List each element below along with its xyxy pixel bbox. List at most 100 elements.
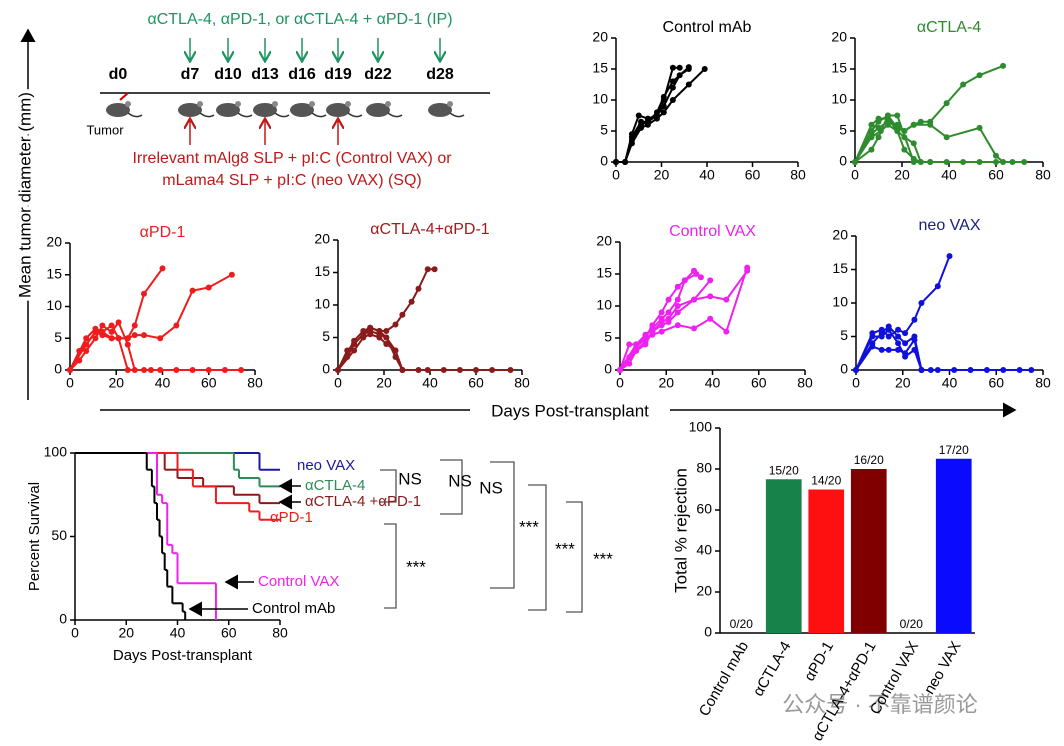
- data-point: [665, 319, 672, 325]
- legend-label: αCTLA-4: [305, 477, 365, 494]
- data-point: [159, 265, 166, 272]
- data-point: [205, 367, 212, 373]
- y-tick-label: 5: [54, 329, 62, 345]
- x-tick-label: 40: [422, 375, 438, 391]
- data-point: [99, 328, 106, 335]
- mouse-icon: [178, 103, 202, 117]
- data-point: [902, 330, 909, 337]
- data-point: [383, 328, 390, 334]
- x-tick-label: 20: [118, 625, 134, 641]
- value-label: 16/20: [854, 453, 884, 467]
- data-point: [108, 322, 115, 329]
- data-point: [1009, 159, 1016, 165]
- x-tick-label: 20: [654, 167, 670, 183]
- data-point: [399, 311, 406, 318]
- data-point: [723, 328, 730, 335]
- data-point: [934, 367, 941, 373]
- data-point: [685, 81, 692, 88]
- data-point: [638, 124, 645, 131]
- data-point: [399, 367, 406, 373]
- x-tick-label: 80: [1035, 375, 1051, 391]
- x-axis-label: Days Post-transplant: [113, 647, 253, 664]
- bar: [850, 469, 887, 633]
- mouse-icon: [366, 103, 390, 117]
- data-point: [917, 118, 924, 125]
- data-point: [415, 285, 422, 292]
- data-point: [658, 322, 665, 329]
- data-point: [674, 322, 681, 329]
- y-tick-label: 100: [44, 444, 68, 460]
- data-point: [92, 325, 99, 332]
- data-point: [92, 335, 99, 342]
- x-tick-label: 60: [988, 167, 1004, 183]
- day-label: d10: [214, 66, 242, 83]
- x-tick-label: 20: [895, 375, 911, 391]
- y-tick-label: 20: [46, 234, 62, 250]
- y-tick-label: 15: [596, 265, 612, 281]
- data-point: [877, 128, 884, 134]
- data-point: [67, 367, 73, 373]
- y-tick-label: 10: [596, 297, 612, 313]
- y-tick-label: 5: [604, 329, 612, 345]
- panel-title: Control mAb: [663, 19, 752, 36]
- data-point: [669, 84, 676, 91]
- legend-label: αCTLA-4 +αPD-1: [305, 493, 421, 510]
- data-point: [911, 316, 918, 323]
- tumor-growth-line: [855, 255, 951, 371]
- vaccine-label: mLama4 SLP + pI:C (neo VAX) (SQ): [162, 172, 422, 189]
- data-point: [895, 346, 902, 353]
- data-point: [674, 309, 681, 316]
- data-point: [960, 81, 967, 88]
- data-point: [360, 334, 367, 341]
- data-point: [943, 100, 950, 107]
- y-tick-label: 15: [314, 263, 330, 279]
- data-point: [674, 283, 681, 290]
- data-point: [967, 367, 974, 373]
- legend-label: neo VAX: [297, 457, 355, 474]
- stat-annotation: ***: [555, 539, 575, 558]
- y-tick-label: 15: [832, 260, 848, 276]
- data-point: [951, 367, 958, 373]
- data-point: [157, 367, 164, 373]
- y-tick-label: 5: [600, 122, 608, 138]
- data-point: [868, 146, 875, 153]
- value-label: 17/20: [939, 443, 969, 457]
- data-point: [875, 115, 882, 122]
- mouse-icon: [347, 112, 363, 118]
- data-point: [993, 159, 999, 165]
- data-point: [115, 319, 122, 326]
- data-point: [238, 367, 245, 373]
- data-point: [473, 367, 479, 373]
- data-point: [1000, 62, 1007, 69]
- tumor-growth-line: [855, 337, 1032, 371]
- data-point: [693, 271, 700, 277]
- y-tick-label: 5: [839, 122, 847, 138]
- data-point: [869, 343, 876, 350]
- data-point: [911, 346, 918, 353]
- data-point: [335, 367, 341, 373]
- data-point: [658, 309, 665, 316]
- stat-annotation: NS: [398, 469, 422, 488]
- data-point: [878, 346, 885, 353]
- mouse-icon: [326, 103, 350, 117]
- data-point: [685, 66, 692, 72]
- day-label: d22: [364, 66, 392, 83]
- data-point: [691, 296, 697, 303]
- data-point: [868, 134, 875, 141]
- data-point: [976, 72, 983, 79]
- data-point: [626, 341, 633, 348]
- x-tick-label: 60: [988, 375, 1004, 391]
- data-point: [943, 159, 950, 165]
- x-tick-label: 60: [221, 625, 237, 641]
- data-point: [507, 367, 514, 373]
- y-tick-label: 15: [831, 60, 847, 76]
- x-tick-label: 40: [170, 625, 186, 641]
- data-point: [910, 155, 917, 162]
- y-tick-label: 0: [600, 153, 608, 169]
- mouse-icon: [290, 103, 314, 117]
- data-point: [894, 128, 901, 134]
- x-tick-label: 0: [852, 375, 860, 391]
- bar: [935, 458, 972, 633]
- data-point: [83, 347, 90, 354]
